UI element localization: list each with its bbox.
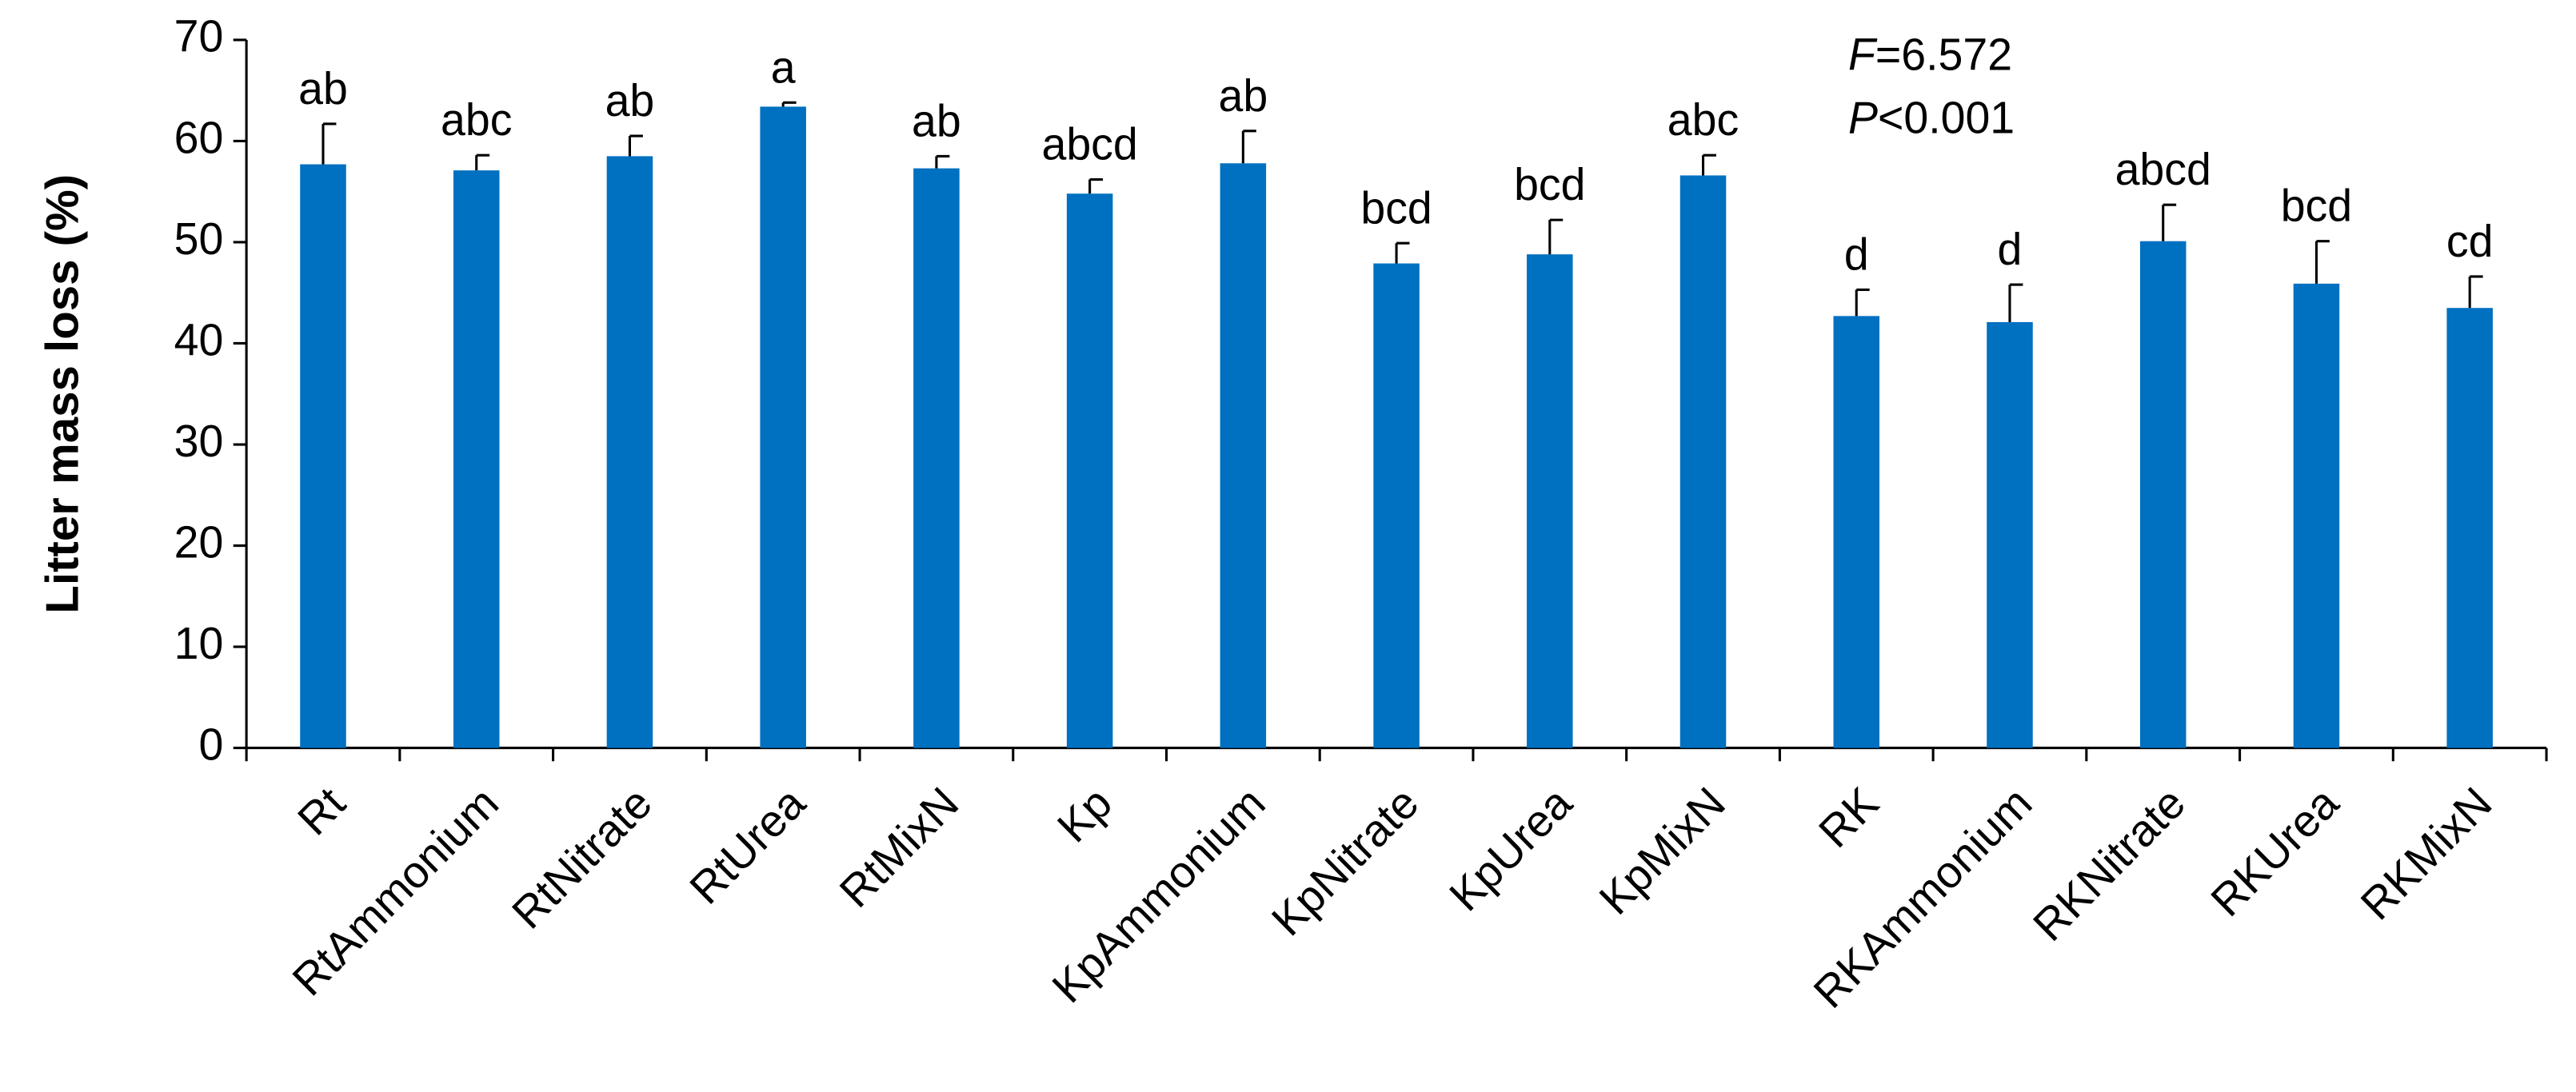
significance-letter: d [1844, 229, 1869, 279]
x-tick-label: RKMixN [2350, 777, 2501, 929]
error-bar [935, 154, 950, 169]
error-bar [1548, 218, 1564, 255]
error-bar [2008, 283, 2023, 322]
y-tick-label: 20 [174, 516, 224, 567]
error-bar [1395, 241, 1410, 264]
stat-annotation: P<0.001 [1848, 92, 2015, 142]
bar [1527, 254, 1573, 748]
significance-letter: bcd [1360, 182, 1432, 233]
error-bar [1701, 153, 1716, 176]
bar [453, 170, 500, 748]
x-tick-label: RtMixN [829, 777, 968, 917]
bar [913, 168, 960, 748]
x-tick-label: Kp [1048, 777, 1121, 851]
error-bar [1855, 288, 1870, 317]
x-tick-label: RK [1809, 777, 1888, 857]
error-bar [1241, 130, 1256, 164]
error-bar [2468, 275, 2483, 309]
stat-value: =6.572 [1875, 29, 2012, 79]
bar [1220, 163, 1267, 748]
stat-value: <0.001 [1878, 92, 2015, 142]
significance-letter: d [1998, 224, 2023, 274]
error-bar [781, 101, 797, 107]
x-tick-label: RtNitrate [502, 777, 661, 938]
stat-annotation: F=6.572 [1848, 29, 2012, 79]
stat-symbol: P [1848, 92, 1878, 142]
x-tick-label: RtUrea [680, 777, 815, 914]
x-tick-label: RKNitrate [2023, 777, 2195, 951]
x-tick-label: KpNitrate [1262, 777, 1428, 945]
significance-letter: bcd [1514, 159, 1585, 209]
significance-letter: abc [1667, 94, 1739, 145]
x-tick-label: KpUrea [1440, 777, 1582, 921]
x-tick-label: Rt [288, 777, 355, 845]
significance-letter: ab [1219, 70, 1268, 121]
y-tick-label: 50 [174, 213, 224, 263]
y-tick-label: 70 [174, 10, 224, 61]
significance-letter: ab [298, 63, 348, 114]
bar [2446, 308, 2493, 748]
y-tick-label: 40 [174, 314, 224, 365]
bar [760, 106, 806, 748]
y-tick-label: 0 [199, 719, 224, 769]
significance-letter: abcd [2115, 144, 2211, 194]
bar [1833, 316, 1880, 748]
error-bar [628, 134, 643, 157]
significance-letter: bcd [2281, 180, 2352, 230]
significance-letter: ab [912, 95, 961, 145]
bar [1373, 263, 1420, 748]
significance-letter: ab [605, 75, 655, 126]
x-tick-label: RKUrea [2201, 777, 2348, 927]
y-tick-label: 30 [174, 416, 224, 466]
bar [2139, 241, 2187, 748]
significance-letter: cd [2446, 216, 2494, 266]
bar [300, 164, 346, 748]
bar [1066, 193, 1113, 748]
error-bar [2314, 240, 2330, 284]
error-bar [322, 122, 337, 165]
bar [1679, 175, 1727, 748]
error-bar [475, 153, 490, 171]
bar [606, 156, 653, 748]
y-tick-label: 60 [174, 112, 224, 162]
x-tick-label: KpMixN [1589, 777, 1735, 924]
y-axis-title: Litter mass loss (%) [38, 174, 89, 614]
stat-symbol: F [1848, 29, 1878, 79]
significance-letter: abc [441, 94, 512, 145]
error-bar [2162, 203, 2177, 241]
y-tick-label: 10 [174, 618, 224, 668]
error-bar [1088, 177, 1104, 194]
bar [2293, 283, 2340, 748]
significance-letter: a [771, 42, 797, 92]
significance-letter: abcd [1041, 118, 1137, 169]
bar [1987, 321, 2033, 748]
